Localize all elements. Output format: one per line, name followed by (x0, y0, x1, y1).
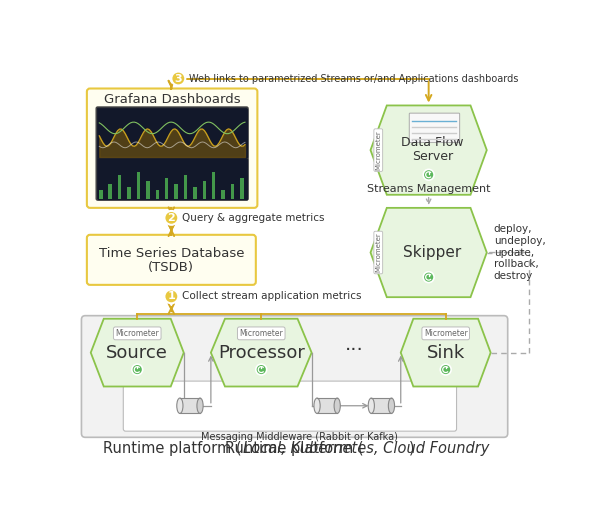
Circle shape (164, 211, 178, 225)
Text: (TSDB): (TSDB) (148, 261, 194, 274)
Text: Runtime platform (: Runtime platform ( (225, 441, 364, 456)
Text: Streams Management: Streams Management (367, 184, 491, 193)
Text: Server: Server (412, 150, 453, 163)
Bar (175, 184, 178, 199)
Circle shape (164, 289, 178, 303)
Text: Messaging Middleware (Rabbit or Kafka): Messaging Middleware (Rabbit or Kafka) (201, 432, 398, 442)
Bar (118, 174, 122, 199)
Circle shape (172, 72, 185, 86)
FancyBboxPatch shape (87, 89, 258, 208)
Polygon shape (401, 319, 491, 386)
Circle shape (132, 364, 143, 375)
Bar (184, 174, 187, 199)
Text: Micrometer: Micrometer (375, 130, 381, 170)
Bar (231, 184, 234, 199)
Polygon shape (370, 106, 487, 195)
Text: Micrometer: Micrometer (375, 232, 381, 272)
Bar (193, 187, 197, 199)
Text: 1: 1 (167, 291, 175, 302)
Bar (146, 181, 149, 199)
Polygon shape (91, 319, 184, 386)
Text: deploy,
undeploy,
update,
rollback,
destroy: deploy, undeploy, update, rollback, dest… (494, 224, 545, 281)
Text: Micrometer: Micrometer (240, 329, 283, 338)
Text: Grafana Dashboards: Grafana Dashboards (104, 93, 240, 106)
Text: ···: ··· (345, 341, 364, 360)
Text: Web links to parametrized Streams or/and Applications dashboards: Web links to parametrized Streams or/and… (189, 73, 518, 84)
Bar (222, 190, 225, 199)
Polygon shape (371, 398, 391, 413)
Polygon shape (370, 208, 487, 297)
Circle shape (440, 364, 451, 375)
Text: Collect stream application metrics: Collect stream application metrics (182, 291, 362, 302)
Circle shape (423, 272, 434, 283)
Bar (127, 187, 131, 199)
Circle shape (256, 364, 267, 375)
Text: 2: 2 (167, 213, 175, 223)
Ellipse shape (368, 398, 374, 413)
Ellipse shape (177, 398, 183, 413)
Text: Sink: Sink (427, 344, 465, 362)
Bar (240, 177, 244, 199)
Text: Source: Source (107, 344, 168, 362)
Bar (137, 171, 140, 199)
Text: Micrometer: Micrometer (424, 329, 468, 338)
Text: Local, Kubernetes, Cloud Foundry: Local, Kubernetes, Cloud Foundry (243, 441, 489, 456)
FancyBboxPatch shape (409, 113, 460, 143)
Polygon shape (211, 319, 312, 386)
Text: ): ) (409, 441, 414, 456)
Text: Time Series Database: Time Series Database (99, 247, 244, 260)
Text: Query & aggregate metrics: Query & aggregate metrics (182, 213, 324, 223)
FancyBboxPatch shape (123, 381, 456, 431)
Text: Processor: Processor (218, 344, 305, 362)
Polygon shape (317, 398, 337, 413)
Text: Data Flow: Data Flow (402, 136, 464, 149)
Ellipse shape (197, 398, 203, 413)
Text: Runtime platform (: Runtime platform ( (104, 441, 242, 456)
Ellipse shape (334, 398, 340, 413)
FancyBboxPatch shape (87, 235, 256, 285)
Bar (212, 171, 216, 199)
FancyBboxPatch shape (81, 315, 507, 437)
Bar (165, 177, 169, 199)
Bar (108, 184, 112, 199)
Text: 3: 3 (175, 73, 182, 84)
Bar (99, 190, 102, 199)
Circle shape (423, 169, 434, 180)
Polygon shape (180, 398, 200, 413)
Text: Skipper: Skipper (403, 245, 462, 260)
Ellipse shape (388, 398, 394, 413)
Bar (155, 190, 159, 199)
Text: Micrometer: Micrometer (116, 329, 159, 338)
Bar (202, 181, 206, 199)
FancyBboxPatch shape (96, 107, 248, 200)
Ellipse shape (314, 398, 320, 413)
